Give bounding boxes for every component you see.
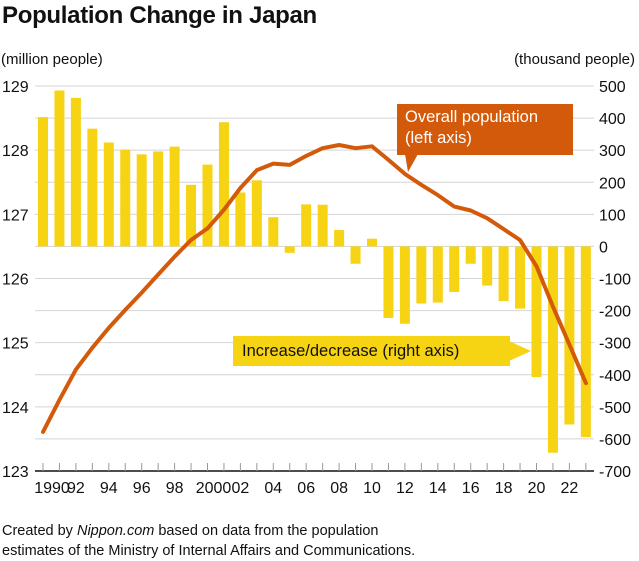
bar-1990 <box>38 117 48 247</box>
bar-2005 <box>284 246 295 253</box>
bar-1994 <box>103 142 114 247</box>
line-series-callout: Overall population (left axis) <box>397 104 573 155</box>
right-tick-label: 100 <box>599 207 626 224</box>
bar-1999 <box>186 184 197 247</box>
bar-1992 <box>70 97 81 247</box>
bar-2003 <box>251 180 262 247</box>
bar-1997 <box>153 151 164 247</box>
bar-2000 <box>202 164 213 247</box>
x-tick-label: 16 <box>462 480 480 497</box>
x-tick-label: 96 <box>133 480 151 497</box>
bar-series <box>38 90 591 453</box>
x-tick-label: 08 <box>330 480 348 497</box>
line-callout-pointer <box>405 154 418 172</box>
left-tick-label: 129 <box>2 79 29 96</box>
x-tick-label: 10 <box>363 480 381 497</box>
bar-2004 <box>268 217 279 247</box>
bar-2017 <box>482 246 493 286</box>
bar-2001 <box>218 122 229 247</box>
line-callout-text-1: Overall population <box>405 108 538 126</box>
right-tick-label: -100 <box>599 272 631 289</box>
bar-2006 <box>301 204 312 247</box>
x-tick-label: 2000 <box>196 480 232 497</box>
bar-1991 <box>54 90 65 247</box>
bar-2011 <box>383 246 394 318</box>
line-callout-text-2: (left axis) <box>405 129 472 147</box>
source-note: Created by Nippon.com based on data from… <box>2 521 415 561</box>
left-axis-unit-label: (million people) <box>1 51 103 68</box>
bar-2002 <box>235 192 246 247</box>
right-tick-label: 0 <box>599 239 608 256</box>
left-tick-label: 127 <box>2 207 29 224</box>
left-tick-label: 124 <box>2 400 29 417</box>
left-tick-label: 123 <box>2 464 29 481</box>
bar-2022 <box>564 246 575 425</box>
right-axis-ticks: -700 -600 -500 -400 -300 -200 -100 0 100 200 300 40… <box>599 79 631 481</box>
bar-2013 <box>416 246 427 304</box>
x-tick-label: 06 <box>297 480 315 497</box>
bar-2010 <box>367 238 377 247</box>
source-note-line-2: estimates of the Ministry of Internal Af… <box>2 543 416 559</box>
bar-2009 <box>350 246 361 264</box>
bar-1995 <box>120 149 131 247</box>
x-tick-label: 22 <box>561 480 579 497</box>
bar-2020 <box>531 246 542 377</box>
bar-2019 <box>515 246 526 309</box>
x-tick-label: 94 <box>100 480 118 497</box>
line-series <box>41 143 588 434</box>
x-tick-label: 04 <box>264 480 282 497</box>
right-tick-label: -300 <box>599 336 631 353</box>
bar-1996 <box>136 154 147 247</box>
x-tick-label: 12 <box>396 480 414 497</box>
bar-2023 <box>580 246 591 437</box>
left-tick-label: 128 <box>2 143 29 160</box>
bar-2008 <box>334 230 345 247</box>
x-tick-label: 14 <box>429 480 447 497</box>
bar-2012 <box>399 246 410 324</box>
left-tick-label: 125 <box>2 336 29 353</box>
x-tick-label: 92 <box>67 480 85 497</box>
right-tick-label: -500 <box>599 400 631 417</box>
bar-1998 <box>169 146 180 247</box>
right-tick-label: 400 <box>599 111 626 128</box>
right-tick-label: 500 <box>599 79 626 96</box>
right-tick-label: -200 <box>599 304 631 321</box>
x-tick-label: 1990 <box>34 480 70 497</box>
left-axis-ticks: 123 124 125 126 127 128 129 <box>2 79 29 481</box>
bar-series-callout: Increase/decrease (right axis) <box>233 336 510 366</box>
source-note-line-1: Created by Nippon.com based on data from… <box>2 523 379 539</box>
x-tick-label: 18 <box>495 480 513 497</box>
right-tick-label: 200 <box>599 175 626 192</box>
right-tick-label: 300 <box>599 143 626 160</box>
bar-2014 <box>432 246 443 303</box>
right-axis-unit-label: (thousand people) <box>514 51 635 68</box>
source-site-name: Nippon.com <box>76 523 155 539</box>
bar-callout-pointer <box>509 341 531 361</box>
bar-1993 <box>87 128 98 247</box>
x-tick-label: 02 <box>232 480 250 497</box>
population-line <box>41 143 588 434</box>
x-tick-label: 98 <box>166 480 184 497</box>
bar-2007 <box>317 204 328 247</box>
bar-2015 <box>449 246 460 292</box>
x-axis <box>35 463 594 472</box>
right-tick-label: -700 <box>599 464 631 481</box>
bar-2016 <box>465 246 476 264</box>
right-tick-label: -600 <box>599 432 631 449</box>
chart-title: Population Change in Japan <box>2 2 317 29</box>
bar-2021 <box>547 246 558 453</box>
bar-2018 <box>498 246 509 301</box>
chart-plot: 123 124 125 126 127 128 129 -700 -600 -500 -400 -3… <box>2 79 631 497</box>
left-tick-label: 126 <box>2 272 29 289</box>
x-tick-label: 20 <box>528 480 546 497</box>
right-tick-label: -400 <box>599 368 631 385</box>
